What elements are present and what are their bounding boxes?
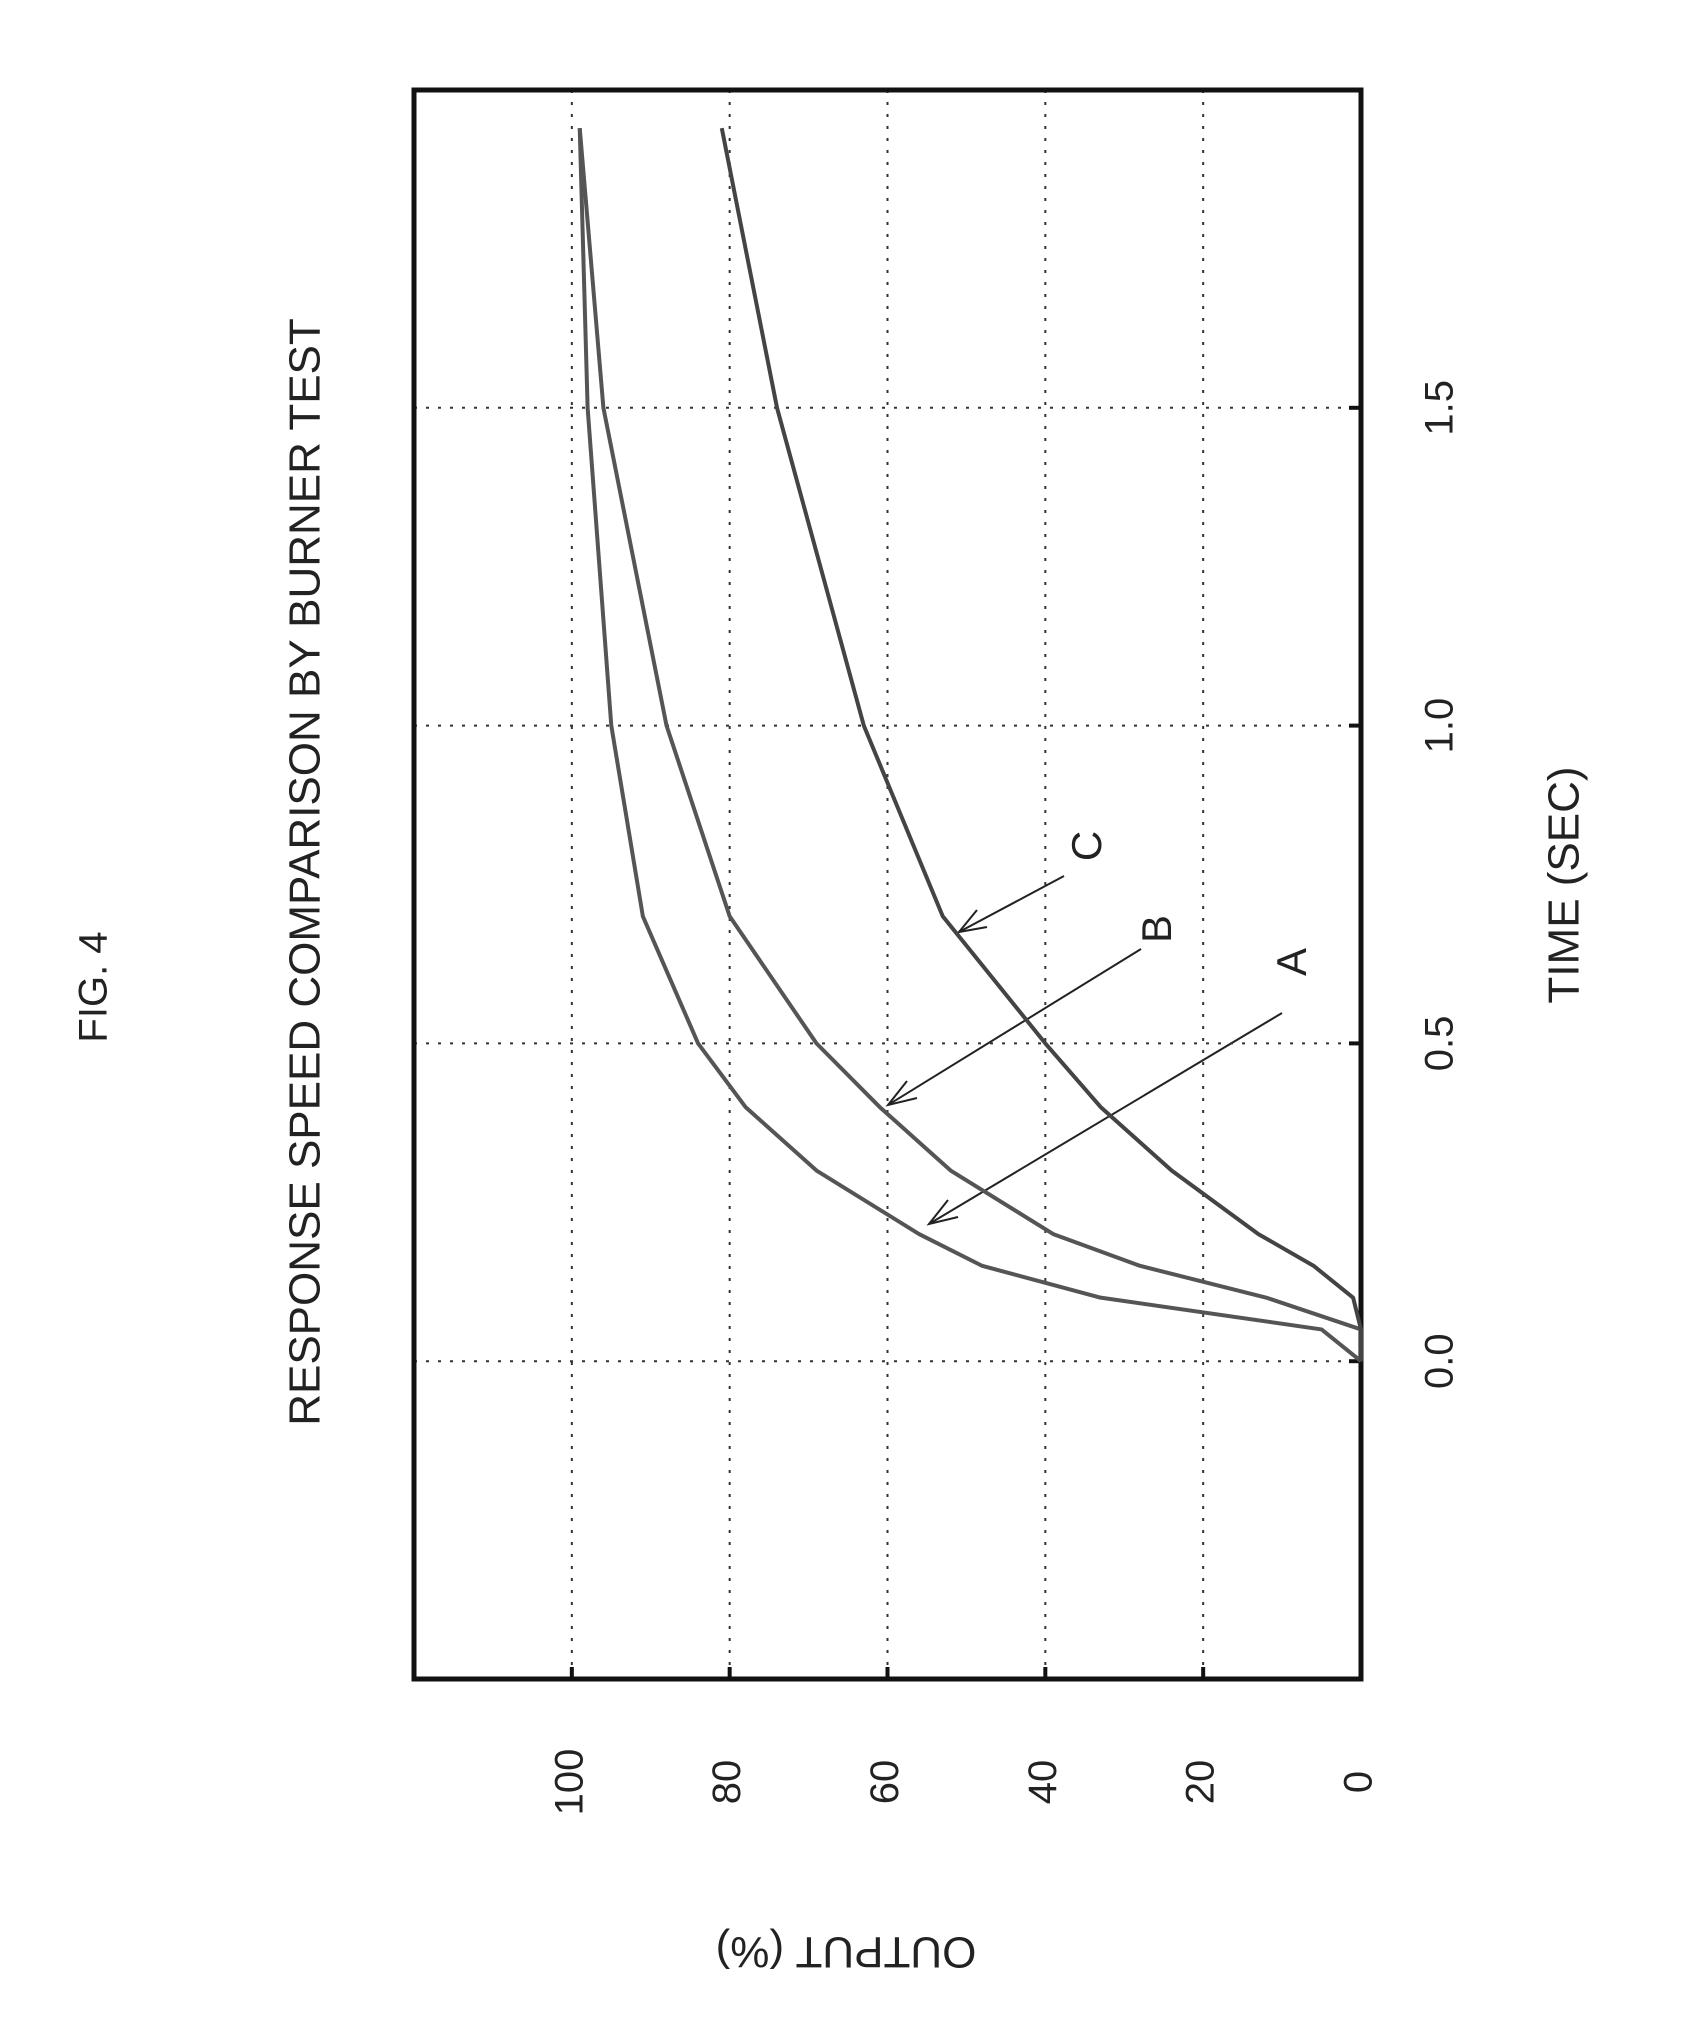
y-tick-label: 0 — [1337, 1771, 1381, 1793]
data-line — [722, 128, 1361, 1361]
page: FIG. 4 RESPONSE SPEED COMPARISON BY BURN… — [0, 0, 1696, 2018]
series-label: B — [1133, 915, 1180, 943]
data-line — [580, 128, 1361, 1361]
x-axis-label: TIME (SEC) — [1540, 766, 1589, 1003]
y-tick-label: 20 — [1179, 1760, 1223, 1805]
y-axis-label: OUTPUT (%) — [716, 1927, 977, 1976]
x-tick-label: 1.5 — [1418, 380, 1462, 436]
arrow — [959, 876, 1064, 932]
y-tick-label: 80 — [705, 1760, 749, 1805]
annotation-arrows — [888, 876, 1282, 1224]
series-label: C — [1063, 831, 1110, 861]
x-tick-label: 1.0 — [1418, 698, 1462, 754]
data-line — [580, 128, 1361, 1361]
x-tick-label: 0.5 — [1418, 1016, 1462, 1072]
chart-title: RESPONSE SPEED COMPARISON BY BURNER TEST — [281, 318, 330, 1426]
y-tick-label: 40 — [1021, 1760, 1065, 1805]
arrow — [888, 949, 1141, 1105]
series-label: A — [1268, 948, 1315, 976]
arrow — [929, 1013, 1282, 1224]
x-tick-label: 0.0 — [1418, 1333, 1462, 1389]
y-tick-label: 100 — [547, 1749, 591, 1816]
figure-label: FIG. 4 — [72, 931, 116, 1042]
chart: FIG. 4 RESPONSE SPEED COMPARISON BY BURN… — [0, 0, 1696, 2018]
y-tick-label: 60 — [863, 1760, 907, 1805]
